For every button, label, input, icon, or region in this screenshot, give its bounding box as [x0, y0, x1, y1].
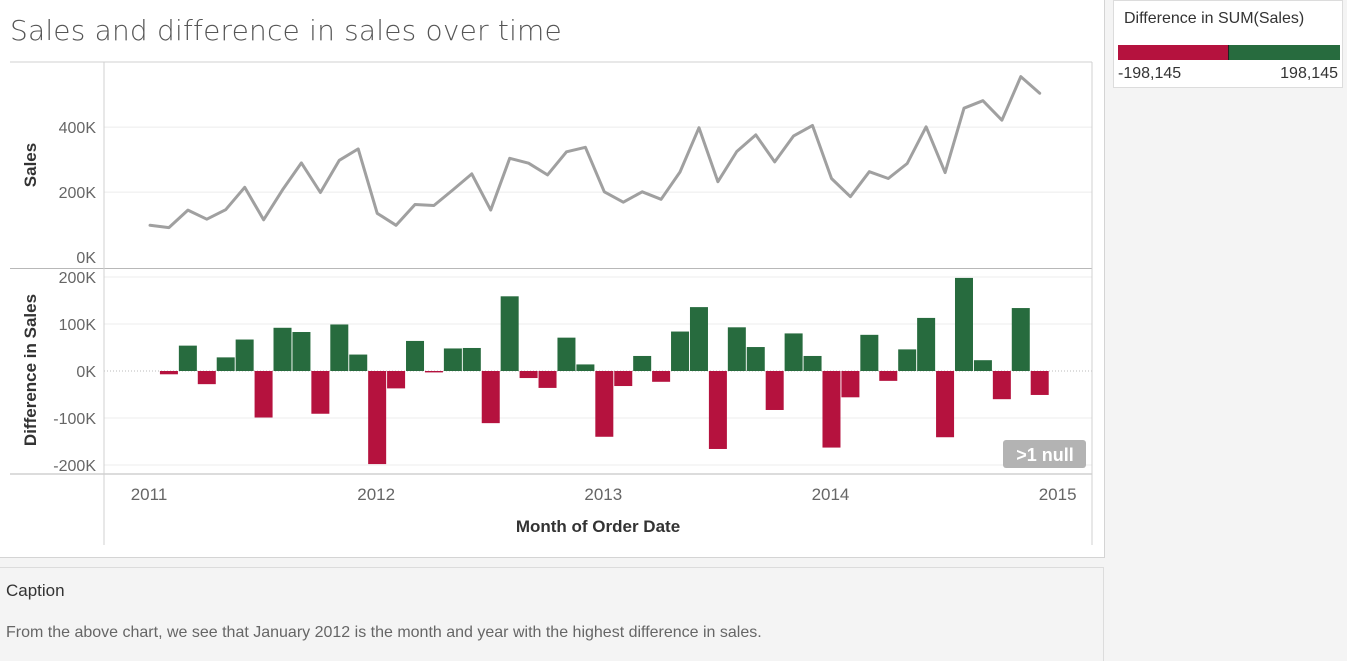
- difference-bar: [197, 371, 216, 385]
- difference-bar: [159, 371, 178, 375]
- legend-title: Difference in SUM(Sales): [1124, 10, 1305, 27]
- legend-midpoint-tick: [1228, 45, 1229, 60]
- legend-min-label: -198,145: [1118, 65, 1182, 82]
- difference-bar: [841, 371, 860, 398]
- x-tick-label: 2015: [1039, 485, 1077, 504]
- difference-bar: [652, 371, 671, 382]
- difference-bar: [273, 327, 292, 371]
- difference-bar: [936, 371, 955, 438]
- sales-axis-title: Sales: [21, 143, 40, 187]
- difference-bar: [898, 349, 917, 371]
- legend-positive-swatch: [1229, 45, 1340, 60]
- caption-text: From the above chart, we see that Januar…: [6, 624, 762, 641]
- difference-bar: [765, 371, 784, 410]
- difference-bar: [803, 355, 822, 371]
- color-legend[interactable]: Difference in SUM(Sales) -198,145 198,14…: [1113, 0, 1343, 88]
- difference-bar: [689, 307, 708, 371]
- difference-bar: [595, 371, 614, 437]
- difference-bar: [216, 357, 235, 371]
- sales-y-tick-label: 200K: [59, 185, 97, 202]
- chart-title: Sales and difference in sales over time: [10, 14, 562, 47]
- legend-color-ramp: [1118, 45, 1340, 60]
- difference-bar: [1030, 371, 1049, 395]
- null-indicator-badge[interactable]: >1 null: [1003, 440, 1086, 468]
- difference-bar: [576, 364, 595, 371]
- difference-bar: [254, 371, 273, 418]
- difference-bar: [727, 327, 746, 371]
- caption-title: Caption: [6, 581, 65, 600]
- difference-bar: [406, 340, 425, 371]
- null-badge-label: >1 null: [1016, 445, 1074, 465]
- x-tick-label: 2013: [584, 485, 622, 504]
- diff-y-tick-label: -100K: [53, 411, 96, 428]
- difference-bar: [538, 371, 557, 388]
- difference-bar: [860, 334, 879, 371]
- difference-bar: [822, 371, 841, 448]
- difference-bar: [519, 371, 538, 379]
- difference-bar: [462, 347, 481, 371]
- difference-bar: [973, 360, 992, 371]
- sales-line: [148, 75, 1042, 230]
- difference-bar: [633, 355, 652, 371]
- x-tick-label: 2011: [131, 485, 168, 504]
- diff-y-tick-label: 200K: [59, 270, 97, 287]
- difference-bar: [235, 339, 254, 371]
- difference-bar: [992, 371, 1011, 400]
- legend-max-label: 198,145: [1280, 65, 1338, 82]
- difference-bar: [746, 347, 765, 371]
- difference-bar: [481, 371, 500, 424]
- difference-bar: [671, 331, 690, 371]
- difference-bar: [424, 371, 443, 373]
- diff-y-tick-label: 100K: [59, 317, 97, 334]
- legend-negative-swatch: [1118, 45, 1229, 60]
- diff-y-tick-label: -200K: [53, 458, 96, 475]
- chart-panel: Sales and difference in sales over time …: [0, 0, 1105, 558]
- difference-bar: [708, 371, 727, 449]
- difference-axis-title: Difference in Sales: [21, 294, 40, 446]
- sales-y-tick-label: 0K: [76, 250, 96, 267]
- difference-bar: [349, 354, 368, 371]
- difference-bar: [387, 371, 406, 389]
- caption-panel: Caption From the above chart, we see tha…: [0, 567, 1104, 661]
- x-axis-title: Month of Order Date: [516, 517, 680, 536]
- diff-y-tick-label: 0K: [76, 364, 96, 381]
- difference-bar: [557, 337, 576, 371]
- sales-y-tick-label: 400K: [59, 120, 97, 137]
- difference-bar: [954, 277, 973, 371]
- x-tick-label: 2012: [357, 485, 395, 504]
- difference-bar: [178, 345, 197, 371]
- x-tick-label: 2014: [812, 485, 850, 504]
- difference-bar: [292, 332, 311, 371]
- difference-bar: [917, 317, 936, 371]
- null-badge-bg: [1003, 440, 1086, 468]
- difference-bar: [614, 371, 633, 387]
- difference-bar: [443, 348, 462, 371]
- chart-svg: 0K 200K 400K -200K -100K 0K 100K 200K Sales Diffe…: [10, 61, 1093, 545]
- difference-bar: [330, 324, 349, 371]
- difference-bar: [879, 371, 898, 381]
- difference-bar: [500, 296, 519, 371]
- difference-bar: [784, 333, 803, 371]
- difference-bar: [368, 371, 387, 465]
- difference-bar: [311, 371, 330, 414]
- difference-bar: [1011, 308, 1030, 371]
